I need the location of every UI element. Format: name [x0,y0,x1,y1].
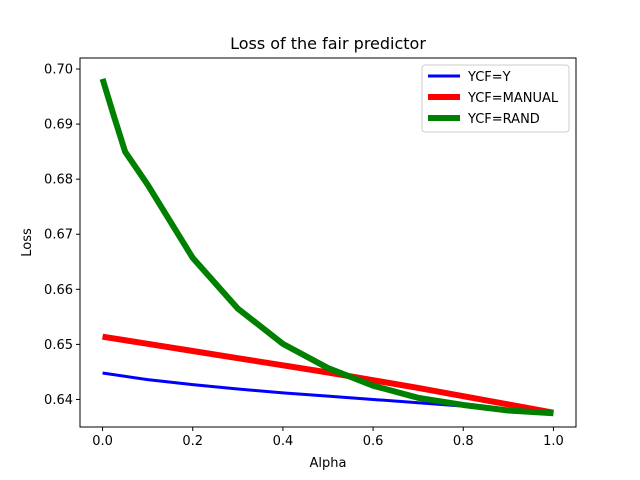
x-tick-label: 0.2 [182,434,203,449]
legend: YCF=Y YCF=MANUAL YCF=RAND [421,64,570,133]
y-tick-label: 0.65 [44,338,73,353]
y-tick-label: 0.67 [44,228,73,243]
legend-label-2: YCF=MANUAL [467,91,559,106]
y-tick-label: 0.70 [44,63,73,78]
x-tick-label: 0.6 [363,434,384,449]
axes-frame [79,57,577,428]
x-axis: 0.0 0.2 0.4 0.6 0.8 1.0 [92,427,564,449]
legend-label-1: YCF=Y [467,70,511,85]
x-axis-label: Alpha [310,456,347,471]
series-line-3 [99,78,554,417]
plot-area [99,78,554,417]
x-tick-label: 0.0 [92,434,113,449]
y-tick-label: 0.66 [44,283,73,298]
series-line-2 [102,333,554,416]
x-tick-label: 1.0 [543,434,564,449]
chart-title: Loss of the fair predictor [230,34,426,53]
y-axis: 0.64 0.65 0.66 0.67 0.68 0.69 0.70 [44,63,80,408]
legend-label-3: YCF=RAND [467,112,540,127]
y-tick-label: 0.64 [44,393,73,408]
x-tick-label: 0.8 [453,434,474,449]
x-tick-label: 0.4 [273,434,294,449]
y-tick-label: 0.68 [44,173,73,188]
y-axis-label: Loss [20,228,35,257]
y-tick-label: 0.69 [44,118,73,133]
